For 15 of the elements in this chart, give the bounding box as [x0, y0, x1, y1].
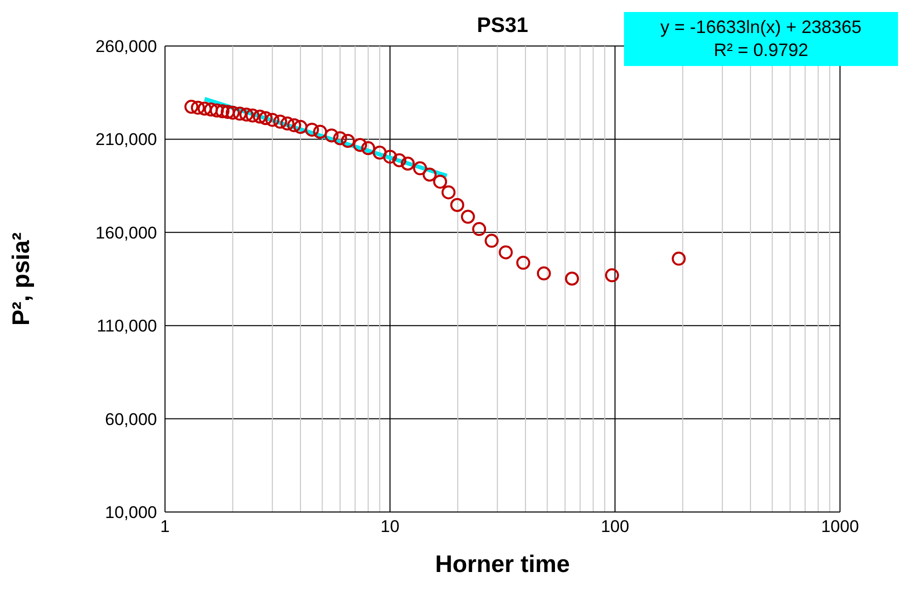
y-axis-title: P², psia² — [8, 232, 35, 326]
y-tick-label: 110,000 — [96, 316, 157, 336]
x-tick-label: 100 — [600, 517, 630, 536]
x-axis-title: Horner time — [435, 551, 570, 578]
y-tick-label: 60,000 — [105, 410, 157, 429]
y-tick-label: 10,000 — [105, 503, 157, 522]
y-tick-label: 160,000 — [96, 223, 157, 242]
x-tick-label: 1 — [160, 517, 170, 536]
equation-label: y = -16633ln(x) + 238365 R² = 0.9792 — [624, 12, 898, 66]
y-tick-label: 260,000 — [96, 37, 157, 56]
y-tick-label: 210,000 — [96, 130, 157, 150]
chart-title: PS31 — [476, 14, 528, 37]
x-tick-label: 1000 — [821, 517, 859, 536]
x-tick-label: 10 — [380, 517, 400, 536]
annotation: R² = 0.9792 — [712, 39, 810, 62]
